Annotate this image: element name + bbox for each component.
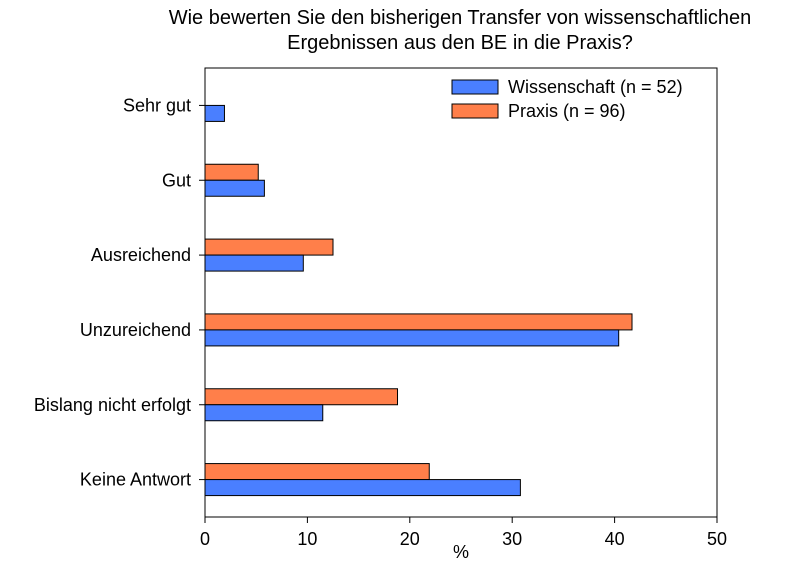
bar-praxis-4	[204, 388, 399, 406]
bar-wissenschaft-5	[204, 479, 521, 497]
bar-praxis-2	[204, 238, 334, 256]
y-tick-label: Sehr gut	[123, 95, 191, 115]
x-tick-label: 20	[400, 529, 420, 549]
bar-wissenschaft-3	[204, 329, 620, 347]
bar-praxis-5	[204, 463, 430, 481]
x-tick-label: 40	[605, 529, 625, 549]
x-tick-label: 0	[200, 529, 210, 549]
chart-title-line-1: Wie bewerten Sie den bisherigen Transfer…	[168, 7, 752, 29]
y-tick-label: Unzureichend	[80, 320, 191, 340]
bar-wissenschaft-2	[204, 254, 304, 272]
legend-swatch	[451, 79, 499, 95]
y-tick-label: Keine Antwort	[80, 470, 191, 490]
plot-area-frame	[204, 67, 718, 518]
chart-title-line-2: Ergebnissen aus den BE in die Praxis?	[287, 32, 633, 54]
bar-praxis-3	[204, 313, 633, 331]
legend: Wissenschaft (n = 52) Praxis (n = 96)	[451, 77, 683, 121]
x-axis-label: %	[453, 542, 469, 562]
y-tick-label: Gut	[162, 170, 191, 190]
bar-wissenschaft-1	[204, 179, 265, 197]
x-tick-label: 30	[502, 529, 522, 549]
legend-swatch	[451, 103, 499, 119]
y-tick-label: Bislang nicht erfolgt	[34, 395, 191, 415]
x-tick-label: 50	[707, 529, 727, 549]
bar-praxis-1	[204, 163, 259, 181]
y-tick-label: Ausreichend	[91, 245, 191, 265]
x-tick-label: 10	[297, 529, 317, 549]
legend-label: Praxis (n = 96)	[508, 101, 626, 121]
bar-wissenschaft-0	[204, 104, 225, 122]
bar-wissenschaft-4	[204, 404, 324, 422]
legend-label: Wissenschaft (n = 52)	[508, 77, 683, 97]
